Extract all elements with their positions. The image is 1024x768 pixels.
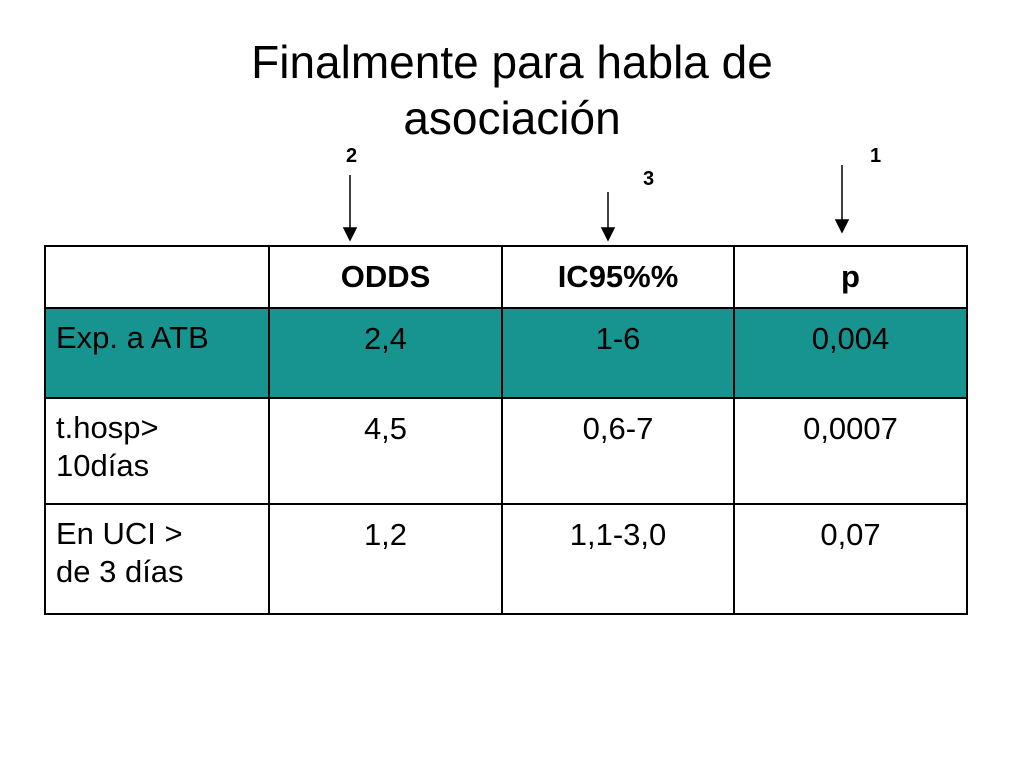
header-row: ODDS IC95%% p	[44, 245, 968, 309]
cell: 0,6-7	[501, 397, 735, 505]
label-line: 10días	[56, 448, 150, 483]
cell: 4,5	[268, 397, 503, 505]
cell: 0,07	[733, 503, 968, 615]
table-row: Exp. a ATB 2,4 1-6 0,004	[44, 307, 968, 399]
header-cell	[44, 245, 270, 309]
header-cell: p	[733, 245, 968, 309]
row-label: t.hosp> 10días	[44, 397, 270, 505]
arrow-head	[342, 227, 358, 242]
label-line: Exp. a ATB	[56, 320, 209, 355]
cell: 0,0007	[733, 397, 968, 505]
annotation: 3	[643, 168, 655, 190]
label-line: t.hosp>	[56, 410, 159, 445]
arrow-head	[600, 227, 616, 242]
cell: 1-6	[501, 307, 735, 399]
cell: 1,2	[268, 503, 503, 615]
label-line: En UCI >	[56, 516, 183, 551]
slide-title: Finalmente para habla de asociación	[0, 34, 1024, 146]
table-row: En UCI > de 3 días 1,2 1,1-3,0 0,07	[44, 503, 968, 615]
arrow-head	[834, 219, 850, 234]
table-row: t.hosp> 10días 4,5 0,6-7 0,0007	[44, 397, 968, 505]
arrows	[342, 165, 850, 242]
title-line: Finalmente para habla de	[251, 36, 773, 88]
header-cell: IC95%%	[501, 245, 735, 309]
annotation: 2	[346, 145, 358, 167]
row-label: En UCI > de 3 días	[44, 503, 270, 615]
title-line: asociación	[403, 92, 621, 144]
cell: 0,004	[733, 307, 968, 399]
header-cell: ODDS	[268, 245, 503, 309]
label-line: de 3 días	[56, 554, 184, 589]
annotation: 1	[870, 145, 882, 167]
cell: 1,1-3,0	[501, 503, 735, 615]
cell: 2,4	[268, 307, 503, 399]
row-label: Exp. a ATB	[44, 307, 270, 399]
data-table: ODDS IC95%% p Exp. a ATB 2,4 1-6 0,004 t.hosp> 1…	[44, 245, 968, 615]
